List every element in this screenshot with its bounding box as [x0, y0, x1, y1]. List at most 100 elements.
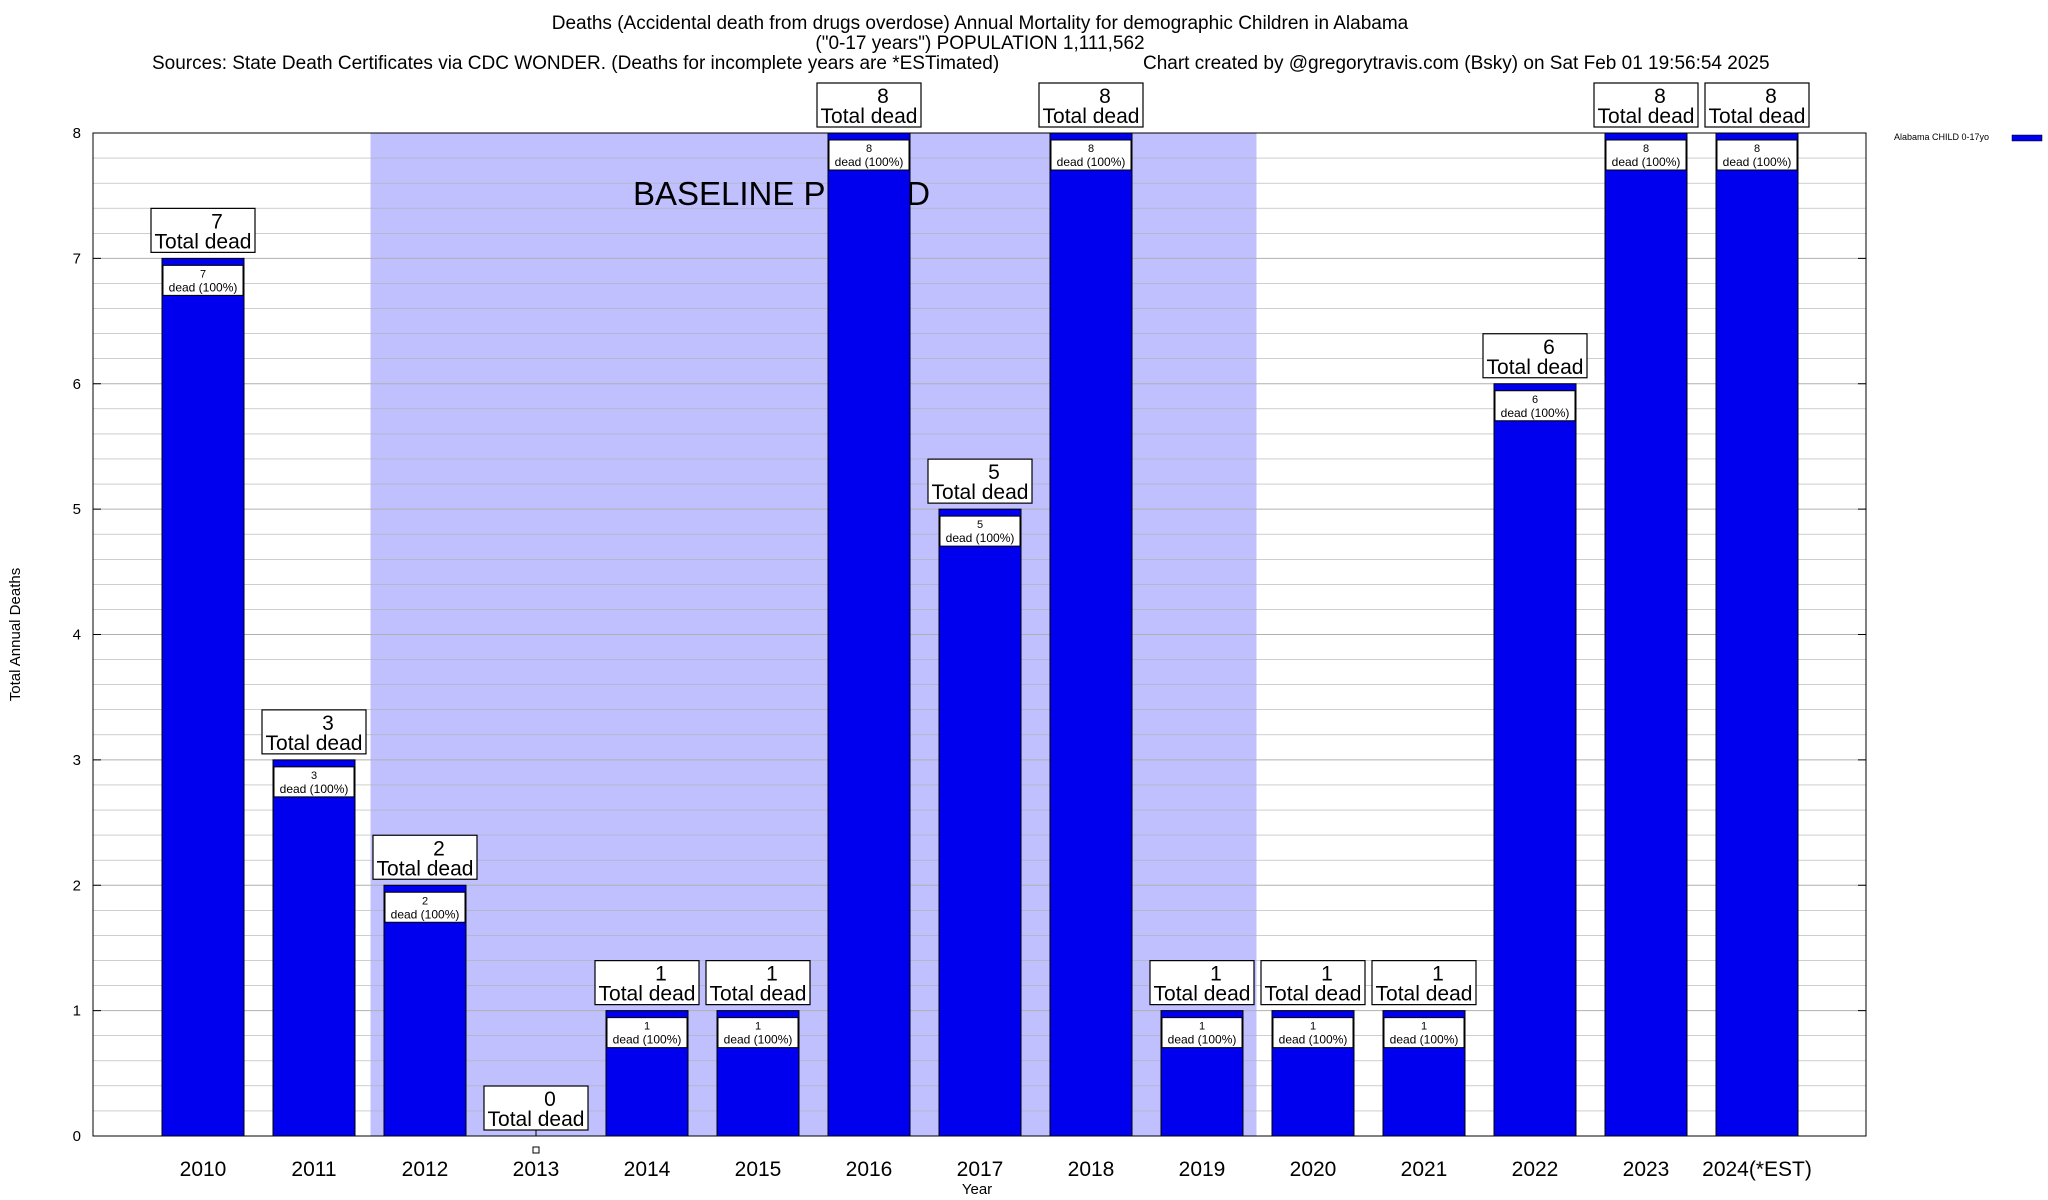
bar-inner-label: dead (100%): [1612, 155, 1681, 169]
y-tick-label: 3: [73, 752, 81, 769]
bar-total-value: 1: [1432, 963, 1444, 986]
bar-total-label: Total dead: [821, 105, 918, 128]
bar-inner-label: dead (100%): [1390, 1033, 1459, 1047]
bar-total-label-box: [261, 709, 367, 755]
bar-zero-marker: [532, 1146, 540, 1154]
y-tick-label: 0: [73, 1128, 81, 1145]
bar-total-label: Total dead: [1154, 983, 1251, 1006]
bar-inner-value: 6: [1532, 394, 1538, 406]
y-tick-label: 5: [73, 501, 81, 518]
x-tick-label: 2021: [1401, 1158, 1448, 1181]
bar-total-label: Total dead: [932, 481, 1029, 504]
legend-label: Alabama CHILD 0-17yo: [1894, 132, 1989, 142]
x-tick-label: 2022: [1512, 1158, 1559, 1181]
bar-total-value: 1: [655, 963, 667, 986]
bar-inner-value: 2: [422, 895, 428, 907]
bar-total-label-box: [372, 834, 478, 880]
x-tick-label: 2014: [624, 1158, 671, 1181]
bar-total-label-box: [705, 960, 811, 1006]
bar-inner-value: 5: [977, 519, 983, 531]
bar-inner-value: 8: [1088, 143, 1094, 155]
bar-inner-label-box: [1383, 1017, 1465, 1049]
chart-title-line-2: ("0-17 years") POPULATION 1,111,562: [815, 33, 1145, 54]
bar: [1604, 132, 1688, 1137]
bar-total-value: 1: [1210, 963, 1222, 986]
bar-total-label-box: [483, 1085, 589, 1131]
x-tick-label: 2011: [291, 1158, 336, 1181]
bar-total-label: Total dead: [1598, 105, 1695, 128]
bar-total-label-box: [1704, 82, 1810, 128]
bar-inner-label: dead (100%): [613, 1033, 682, 1047]
bar-total-value: 8: [1654, 85, 1666, 108]
bar-total-value: 6: [1543, 336, 1555, 359]
bar-total-label: Total dead: [266, 732, 363, 755]
x-tick-label: 2016: [846, 1158, 893, 1181]
bar-total-value: 2: [433, 837, 445, 860]
bar-total-label: Total dead: [1709, 105, 1806, 128]
bar-total-label-box: [1482, 333, 1588, 379]
bar-inner-label: dead (100%): [1168, 1033, 1237, 1047]
bar-total-label-box: [150, 207, 256, 253]
bar-total-value: 8: [877, 85, 889, 108]
bar: [827, 132, 911, 1137]
bar-total-label: Total dead: [1487, 356, 1584, 379]
bar: [1049, 132, 1133, 1137]
bar-total-label-box: [816, 82, 922, 128]
bar-inner-label: dead (100%): [280, 782, 349, 796]
bar-inner-label-box: [939, 515, 1021, 547]
bar-inner-label-box: [828, 139, 910, 171]
bar-inner-value: 8: [1643, 143, 1649, 155]
bar-total-value: 0: [544, 1088, 556, 1111]
bar-total-label: Total dead: [1376, 983, 1473, 1006]
chart-sources: Sources: State Death Certificates via CD…: [152, 53, 1000, 74]
bar-inner-value: 1: [1421, 1021, 1427, 1033]
bar-total-label: Total dead: [377, 857, 474, 880]
bar-inner-value: 1: [755, 1021, 761, 1033]
bar-total-label: Total dead: [488, 1108, 585, 1131]
bar-total-label-box: [1038, 82, 1144, 128]
y-tick-label: 8: [73, 125, 81, 142]
x-tick-label: 2018: [1068, 1158, 1115, 1181]
bar-inner-label-box: [1161, 1017, 1243, 1049]
bar-inner-label-box: [273, 766, 355, 798]
x-axis-label: Year: [962, 1181, 992, 1198]
x-tick-label: 2017: [957, 1158, 1004, 1181]
bar-inner-label-box: [1494, 390, 1576, 422]
bar-inner-label: dead (100%): [835, 155, 904, 169]
bar-total-value: 1: [766, 963, 778, 986]
bar-total-value: 1: [1321, 963, 1333, 986]
bar-inner-value: 1: [1310, 1021, 1316, 1033]
bar: [272, 759, 356, 1137]
bar-inner-label-box: [384, 891, 466, 923]
bar-total-label-box: [594, 960, 700, 1006]
bar-inner-value: 3: [311, 770, 317, 782]
x-tick-label: 2019: [1179, 1158, 1226, 1181]
bar-total-value: 5: [988, 461, 1000, 484]
bar-total-value: 3: [322, 712, 334, 735]
bar-total-label: Total dead: [155, 230, 252, 253]
bar-inner-value: 8: [866, 143, 872, 155]
bar-inner-label: dead (100%): [946, 531, 1015, 545]
y-tick-label: 7: [73, 250, 81, 267]
bar-inner-label-box: [606, 1017, 688, 1049]
bar: [383, 884, 467, 1137]
bar-total-value: 8: [1765, 85, 1777, 108]
bar-inner-label: dead (100%): [1057, 155, 1126, 169]
bar-total-value: 7: [211, 210, 223, 233]
x-tick-label: 2020: [1290, 1158, 1337, 1181]
bar-total-label: Total dead: [710, 983, 807, 1006]
bar-total-label-box: [1260, 960, 1366, 1006]
y-tick-label: 4: [73, 627, 81, 644]
bar-inner-value: 1: [644, 1021, 650, 1033]
x-tick-label: 2023: [1623, 1158, 1670, 1181]
bar-total-label-box: [927, 458, 1033, 504]
bar-total-label-box: [1371, 960, 1477, 1006]
bar: [1715, 132, 1799, 1137]
bar-inner-label-box: [1716, 139, 1798, 171]
chart-credit: Chart created by @gregorytravis.com (Bsk…: [1143, 53, 1770, 74]
x-tick-label: 2010: [180, 1158, 227, 1181]
x-tick-label: 2024(*EST): [1702, 1158, 1812, 1181]
y-tick-label: 2: [73, 877, 81, 894]
bar: [938, 508, 1022, 1137]
